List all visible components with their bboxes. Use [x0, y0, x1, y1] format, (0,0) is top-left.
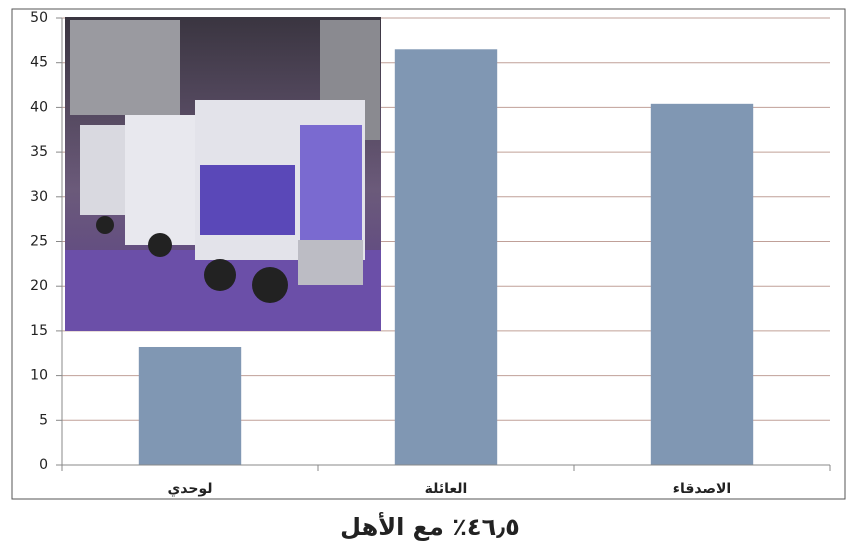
y-tick-label: 20 [30, 278, 48, 294]
y-tick-label: 0 [39, 457, 48, 473]
x-tick-label: العائلة [425, 481, 468, 497]
building [70, 20, 180, 115]
y-tick-label: 40 [30, 99, 48, 115]
wheel [96, 216, 114, 234]
y-tick-label: 25 [30, 234, 48, 250]
axes: 0 5 10 15 20 25 30 35 40 45 50 لوحدي العائلة الاصدقاء [30, 10, 831, 498]
y-tick-label: 50 [30, 10, 48, 26]
y-tick-label: 15 [30, 323, 48, 339]
bar [650, 103, 754, 465]
train-front [298, 240, 363, 285]
banner [200, 165, 295, 235]
caption: ٤٦٫٥٪ مع الأهل [340, 512, 520, 541]
y-tick-label: 35 [30, 144, 48, 160]
banner [300, 125, 362, 240]
x-tick-label: الاصدقاء [673, 481, 731, 497]
x-tick-label: لوحدي [167, 481, 212, 498]
bars [138, 49, 754, 465]
bar [394, 49, 498, 465]
wheel [148, 233, 172, 257]
wheel [204, 259, 236, 291]
train-car [125, 115, 205, 245]
wheel [252, 267, 288, 303]
y-tick-label: 10 [30, 368, 48, 384]
y-tick-label: 45 [30, 55, 48, 71]
y-tick-label: 30 [30, 189, 48, 205]
bar [138, 346, 242, 465]
y-tick-label: 5 [39, 412, 48, 428]
photo [65, 17, 381, 331]
